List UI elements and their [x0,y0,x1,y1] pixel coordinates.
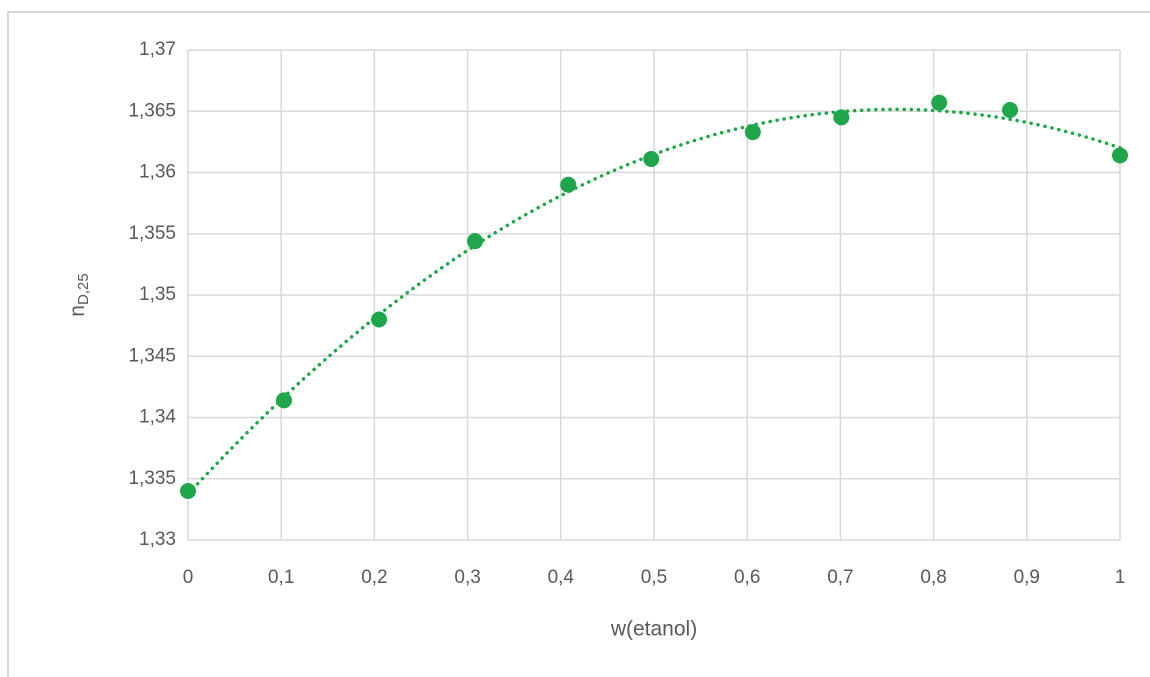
y-tick-label: 1,35 [139,284,176,305]
x-tick-label: 0,9 [1014,567,1040,588]
point [560,176,577,193]
point [275,392,292,409]
x-axis-label: w(etanol) [610,618,697,641]
x-tick-label: 0,8 [920,567,946,588]
point [744,124,761,141]
y-axis-label: nD,25 [66,273,92,316]
x-tick-label: 0,7 [827,567,853,588]
y-axis-label-main: n [66,305,89,317]
y-tick-label: 1,36 [139,162,176,183]
point [1002,102,1019,119]
x-tick-label: 0,2 [361,567,387,588]
x-tick-label: 0,6 [734,567,760,588]
chart-frame [7,11,1150,677]
y-tick-label: 1,345 [128,345,176,366]
point [643,151,660,168]
y-axis-label-group: nD,25 [66,273,92,316]
x-tick-label: 0,4 [548,567,575,588]
y-tick-label: 1,335 [128,468,176,489]
point [931,94,948,111]
y-tick-label: 1,365 [128,100,176,121]
y-tick-label: 1,33 [139,529,176,550]
x-tick-label: 0 [183,567,194,588]
point [1112,147,1128,164]
x-tick-label: 0,5 [641,567,667,588]
point [833,109,850,126]
y-tick-label: 1,355 [128,223,176,244]
point [180,483,196,499]
y-tick-label: 1,34 [139,407,176,428]
x-tick-label: 0,1 [268,567,294,588]
x-tick-label: 0,3 [454,567,480,588]
y-tick-label: 1,37 [139,39,176,60]
point [371,311,388,328]
x-tick-label: 1 [1115,567,1126,588]
point [467,233,484,250]
y-axis-label-sub: D,25 [75,273,92,305]
